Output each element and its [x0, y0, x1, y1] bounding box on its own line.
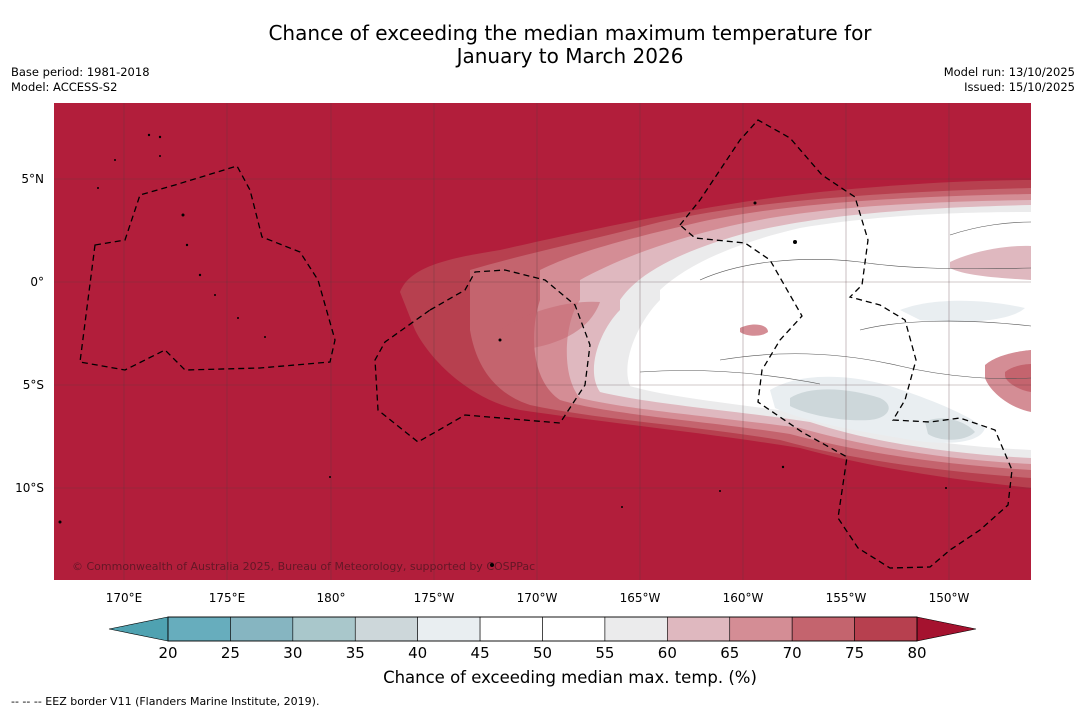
colorbar-under-arrow: [108, 616, 169, 642]
copyright-text: © Commonwealth of Australia 2025, Bureau…: [72, 560, 535, 573]
model-name: Model: ACCESS-S2: [11, 80, 118, 94]
colorbar-cell: [604, 616, 668, 642]
colorbar-tick: 80: [907, 644, 926, 662]
lon-label: 175°W: [414, 591, 455, 605]
eez-border-east: [679, 119, 1013, 569]
band-50: [627, 212, 1031, 450]
lat-label: 5°N: [21, 172, 44, 186]
lon-label: 150°W: [929, 591, 970, 605]
colorbar-over-arrow: [916, 616, 977, 642]
colorbar-tick: 45: [471, 644, 490, 662]
meta-right: Model run: 13/10/2025 Issued: 15/10/2025: [944, 65, 1075, 95]
band-40b: [900, 300, 1025, 322]
colorbar-tick: 25: [221, 644, 240, 662]
colorbar-tick: 30: [283, 644, 302, 662]
lon-labels: 170°E 175°E 180° 175°W 170°W 165°W 160°W…: [106, 591, 970, 605]
band-35b: [925, 418, 975, 440]
colorbar-cell: [791, 616, 855, 642]
colorbar-frame: [167, 616, 918, 642]
colorbar-cell: [667, 616, 731, 642]
colorbar-tick: 55: [595, 644, 614, 662]
lat-label: 0°: [30, 275, 44, 289]
meta-left: Base period: 1981-2018 Model: ACCESS-S2: [11, 65, 150, 95]
band-35: [790, 389, 889, 421]
colorbar-tick: 70: [783, 644, 802, 662]
colorbar-cell: [479, 616, 543, 642]
colorbar-cell: [417, 616, 481, 642]
chart-title: Chance of exceeding the median maximum t…: [220, 22, 920, 68]
band-70c: [500, 301, 600, 350]
colorbar: 20 25 30 35 40 45 50 55 60 65 70 75 80: [108, 616, 977, 662]
lat-label: 5°S: [23, 378, 44, 392]
colorbar-tick: 75: [845, 644, 864, 662]
base-period: Base period: 1981-2018: [11, 65, 150, 79]
title-line-1: Chance of exceeding the median maximum t…: [268, 21, 872, 45]
colorbar-cell: [167, 616, 231, 642]
colorbar-tick: 20: [158, 644, 177, 662]
eez-borders: [79, 119, 1013, 569]
colorbar-label: Chance of exceeding median max. temp. (%…: [383, 668, 757, 687]
band-65b: [950, 245, 1031, 280]
footnote: -- -- -- EEZ border V11 (Flanders Marine…: [11, 695, 320, 708]
lat-labels: 5°N 0° 5°S 10°S: [15, 172, 44, 495]
colorbar-cell: [542, 616, 606, 642]
lon-label: 155°W: [826, 591, 867, 605]
colorbar-tick: 35: [346, 644, 365, 662]
graticule: [54, 103, 1031, 580]
lon-label: 170°E: [106, 591, 143, 605]
colorbar-cell: [729, 616, 793, 642]
colorbar-cell: [230, 616, 294, 642]
lon-label: 175°E: [209, 591, 246, 605]
lon-label: 165°W: [620, 591, 661, 605]
colorbar-tick: 50: [533, 644, 552, 662]
issued-date: Issued: 15/10/2025: [964, 80, 1075, 94]
lon-label: 170°W: [517, 591, 558, 605]
map-panel: © Commonwealth of Australia 2025, Bureau…: [54, 103, 1031, 580]
colorbar-tick: 40: [408, 644, 427, 662]
band-65c: [740, 324, 768, 336]
eez-border-central: [374, 269, 591, 443]
colorbar-cell: [354, 616, 418, 642]
model-run-date: Model run: 13/10/2025: [943, 65, 1075, 79]
colorbar-tick: 60: [658, 644, 677, 662]
colorbar-cell: [292, 616, 356, 642]
lon-label: 180°: [317, 591, 346, 605]
colorbar-tick: 65: [720, 644, 739, 662]
eez-border-west: [79, 165, 336, 371]
lat-label: 10°S: [15, 481, 44, 495]
title-line-2: January to March 2026: [456, 44, 684, 68]
islands: [58, 133, 947, 567]
lon-label: 160°W: [723, 591, 764, 605]
colorbar-cell: [854, 616, 918, 642]
